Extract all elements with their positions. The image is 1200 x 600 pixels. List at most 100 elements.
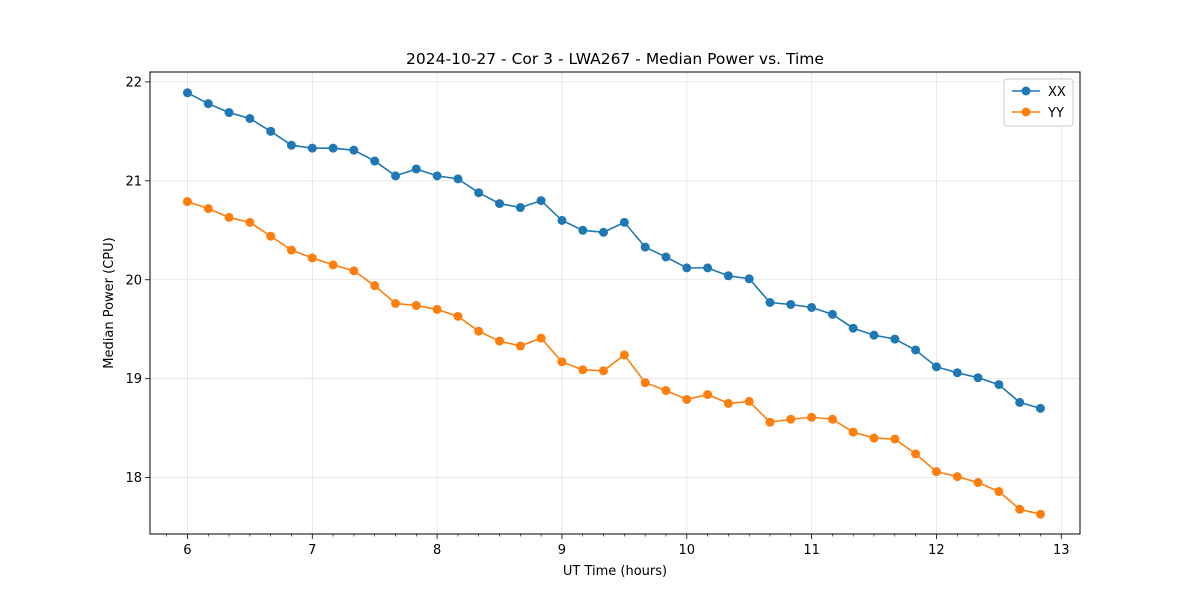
data-point-yy: [328, 260, 338, 270]
x-tick-label: 7: [308, 543, 316, 558]
x-axis: 6 7 8 9 10 11 12 13: [166, 534, 1070, 558]
x-tick-label: 6: [183, 543, 191, 558]
chart-title: 2024-10-27 - Cor 3 - LWA267 - Median Pow…: [406, 50, 824, 68]
data-point-yy: [765, 417, 775, 427]
data-point-xx: [349, 145, 359, 155]
data-point-xx: [661, 252, 671, 262]
legend-label-xx: XX: [1048, 85, 1066, 100]
data-point-xx: [1015, 397, 1025, 407]
data-point-xx: [952, 368, 962, 378]
data-point-xx: [328, 143, 338, 153]
data-point-yy: [370, 281, 380, 291]
data-point-yy: [682, 394, 692, 404]
data-point-yy: [994, 486, 1004, 496]
data-point-xx: [495, 199, 505, 209]
data-point-yy: [911, 449, 921, 459]
data-point-yy: [1035, 509, 1045, 519]
data-point-xx: [1035, 403, 1045, 413]
data-point-xx: [765, 298, 775, 308]
data-point-yy: [182, 197, 192, 207]
data-point-xx: [890, 334, 900, 344]
data-point-yy: [723, 398, 733, 408]
data-point-yy: [515, 341, 525, 351]
data-point-yy: [349, 266, 359, 276]
data-point-yy: [391, 298, 401, 308]
data-point-xx: [786, 299, 796, 309]
data-point-xx: [744, 274, 754, 284]
data-point-yy: [807, 412, 817, 422]
legend-marker-xx: [1021, 86, 1031, 96]
data-point-xx: [994, 380, 1004, 390]
data-point-xx: [286, 140, 296, 150]
x-tick-label: 12: [928, 543, 945, 558]
data-point-yy: [432, 304, 442, 314]
x-tick-label: 9: [558, 543, 566, 558]
data-point-yy: [307, 253, 317, 263]
data-point-xx: [391, 171, 401, 181]
data-point-yy: [952, 472, 962, 482]
data-point-yy: [619, 350, 629, 360]
data-point-yy: [869, 433, 879, 443]
data-point-yy: [245, 217, 255, 227]
data-point-yy: [973, 478, 983, 488]
plot-frame: [149, 71, 1081, 535]
data-point-xx: [411, 164, 421, 174]
y-axis: 18 19 20 21 22: [125, 75, 150, 486]
y-axis-label: Median Power (CPU): [102, 237, 117, 368]
x-tick-label: 13: [1053, 543, 1070, 558]
data-point-xx: [931, 362, 941, 372]
data-point-xx: [869, 330, 879, 340]
data-point-xx: [370, 156, 380, 166]
data-point-yy: [495, 336, 505, 346]
data-point-yy: [203, 204, 213, 214]
data-point-xx: [723, 271, 733, 281]
data-point-xx: [682, 263, 692, 273]
series-layer: [182, 88, 1045, 519]
data-point-xx: [619, 217, 629, 227]
data-point-xx: [973, 373, 983, 383]
data-point-yy: [599, 366, 609, 376]
x-tick-label: 10: [679, 543, 696, 558]
x-tick-label: 11: [803, 543, 820, 558]
data-point-yy: [890, 434, 900, 444]
data-point-yy: [931, 467, 941, 477]
data-point-yy: [786, 414, 796, 424]
x-axis-label: UT Time (hours): [563, 564, 667, 579]
data-point-xx: [911, 345, 921, 355]
data-point-xx: [474, 188, 484, 198]
data-point-xx: [599, 227, 609, 237]
legend-label-yy: YY: [1047, 106, 1064, 121]
data-point-xx: [557, 215, 567, 225]
data-point-yy: [286, 245, 296, 255]
y-tick-label: 22: [125, 75, 142, 90]
data-point-xx: [640, 242, 650, 252]
y-tick-label: 20: [125, 273, 142, 288]
data-point-xx: [515, 203, 525, 213]
data-point-yy: [827, 414, 837, 424]
y-tick-label: 21: [125, 174, 142, 189]
data-point-yy: [557, 357, 567, 367]
y-tick-label: 19: [125, 372, 142, 387]
data-point-xx: [848, 323, 858, 333]
data-point-yy: [578, 365, 588, 375]
data-point-yy: [536, 333, 546, 343]
data-point-yy: [453, 311, 463, 321]
y-tick-label: 18: [125, 471, 142, 486]
data-point-xx: [266, 126, 276, 136]
data-point-yy: [266, 231, 276, 241]
data-point-xx: [453, 174, 463, 184]
data-point-xx: [245, 113, 255, 123]
data-point-xx: [432, 171, 442, 181]
legend-marker-yy: [1021, 107, 1031, 117]
data-point-yy: [661, 386, 671, 396]
data-point-yy: [848, 427, 858, 437]
data-point-xx: [807, 302, 817, 312]
data-point-xx: [703, 263, 713, 273]
data-point-xx: [307, 143, 317, 153]
data-point-yy: [411, 300, 421, 310]
data-point-yy: [474, 326, 484, 336]
data-point-xx: [578, 225, 588, 235]
data-point-yy: [640, 378, 650, 388]
data-point-xx: [203, 99, 213, 109]
